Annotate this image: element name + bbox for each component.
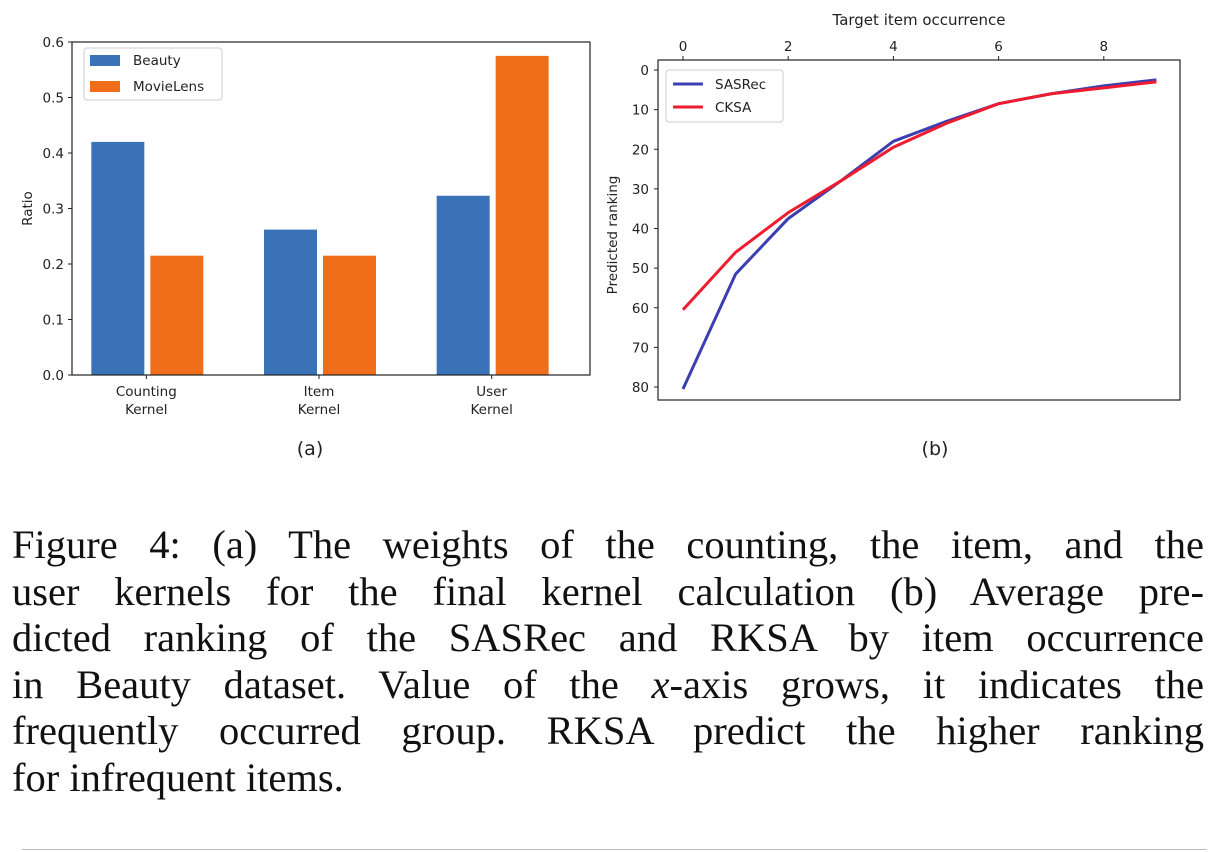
y-tick-label: 40: [632, 222, 649, 238]
legend-label: CKSA: [715, 100, 752, 116]
series-line-sasrec: [681, 78, 1157, 390]
panel-label: (a): [297, 438, 323, 460]
caption-line: for infrequent items.: [12, 754, 344, 800]
legend-swatch: [90, 55, 120, 66]
caption-line: dicted ranking of the SASRec and RKSA by…: [12, 615, 1204, 660]
page-divider: [22, 849, 1207, 850]
y-tick-label: 0: [640, 63, 649, 79]
y-axis-label: Predicted ranking: [605, 176, 621, 295]
y-tick-label: 20: [632, 142, 649, 158]
y-tick-label: 30: [632, 182, 649, 198]
panel-label: (b): [922, 438, 949, 460]
x-tick-label: Kernel: [125, 402, 167, 418]
bar-movielens: [323, 255, 376, 375]
x-axis-label: Target item occurrence: [832, 11, 1006, 29]
series-line-cksa: [681, 80, 1157, 311]
y-tick-label: 0.0: [43, 368, 64, 384]
figure-panels: Counting Kernel Item Kernel User Kernel 0.0 0.1…: [20, 11, 1181, 460]
x-tick-label: 8: [1100, 39, 1109, 55]
legend-label: SASRec: [715, 77, 766, 93]
bar-movielens: [150, 255, 204, 375]
x-tick-label: Kernel: [298, 402, 340, 418]
x-tick-label: Counting: [116, 384, 177, 400]
x-tick-label: 2: [784, 39, 793, 55]
y-tick-label: 0.4: [43, 146, 64, 162]
caption-line: Figure 4: (a) The weights of the countin…: [12, 522, 1204, 567]
y-tick-label: 0.2: [43, 257, 64, 273]
y-tick-label: 80: [632, 380, 649, 396]
bar-beauty: [264, 229, 317, 375]
bar-beauty: [436, 195, 490, 375]
bar-beauty: [91, 141, 145, 375]
y-tick-label: 70: [632, 340, 649, 356]
x-tick-label: Item: [304, 384, 335, 400]
x-tick-label: Kernel: [470, 402, 512, 418]
y-tick-label: 50: [632, 261, 649, 277]
x-tick-label: 4: [889, 39, 898, 55]
y-axis-label: Ratio: [20, 191, 36, 226]
bar-movielens: [495, 55, 549, 375]
y-tick-label: 0.5: [43, 91, 64, 107]
caption-line-end: -axis grows, it indicates the: [669, 661, 1205, 707]
x-tick-label: 0: [679, 39, 688, 55]
y-tick-label: 0.6: [43, 35, 64, 51]
legend-label: MovieLens: [133, 79, 204, 95]
x-tick-label: 6: [994, 39, 1003, 55]
legend-label: Beauty: [133, 53, 181, 69]
y-tick-label: 10: [632, 103, 649, 119]
caption-line: in Beauty dataset. Value of the x-axis g…: [12, 662, 1204, 709]
caption-line: user kernels for the final kernel calcul…: [12, 568, 1204, 614]
legend-swatch: [90, 81, 120, 92]
caption-line: frequently occurred group. RKSA predict …: [12, 708, 1204, 753]
y-tick-label: 0.1: [43, 313, 64, 329]
plot-frame: [657, 59, 1181, 401]
y-tick-label: 0.3: [43, 202, 64, 218]
caption-x-variable: x: [651, 661, 670, 707]
y-tick-label: 60: [632, 301, 649, 317]
x-tick-label: User: [476, 384, 507, 400]
figure-caption: Figure 4: (a) The weights of the countin…: [12, 522, 1204, 801]
caption-line-start: in Beauty dataset. Value of the: [12, 661, 652, 707]
